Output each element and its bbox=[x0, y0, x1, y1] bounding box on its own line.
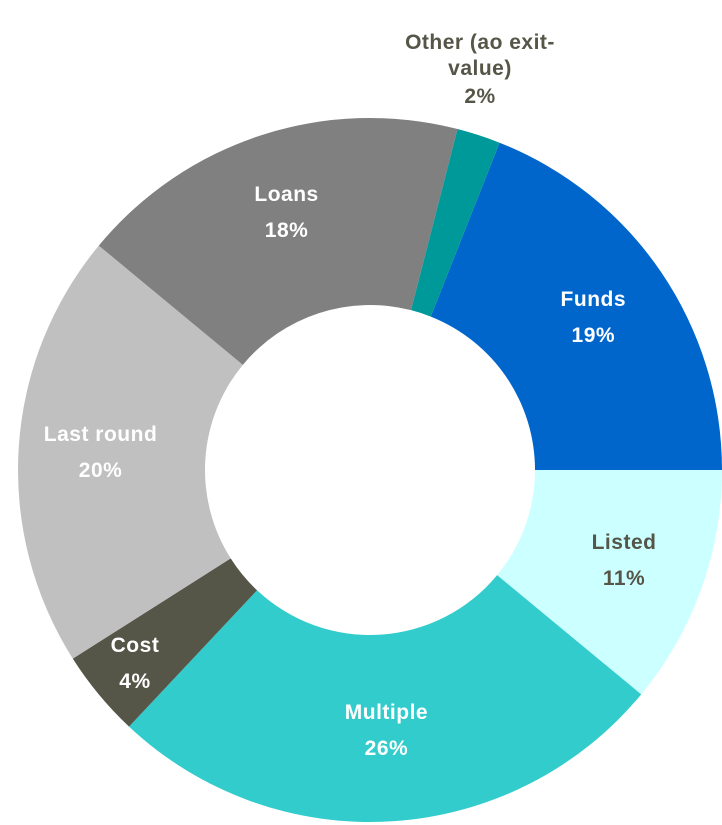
value-label: 26% bbox=[364, 737, 409, 761]
category-label: Cost bbox=[110, 634, 160, 658]
category-label: Last round bbox=[43, 423, 158, 447]
category-label: Funds bbox=[560, 288, 627, 312]
value-label: 2% bbox=[464, 85, 496, 108]
value-label: 19% bbox=[571, 324, 616, 348]
slice-label: Listed 11% bbox=[529, 530, 719, 592]
slice-label: Last round 20% bbox=[6, 422, 196, 484]
slice-label: Other (ao exit-value) 2% bbox=[390, 30, 570, 110]
category-label: Listed bbox=[591, 531, 657, 555]
value-label: 18% bbox=[264, 219, 309, 243]
category-label: Other (ao exit-value) bbox=[405, 31, 555, 80]
slice-label: Funds 19% bbox=[498, 287, 688, 349]
donut-slice bbox=[129, 575, 642, 823]
category-label: Multiple bbox=[344, 701, 429, 725]
donut-slice bbox=[72, 558, 258, 727]
donut-slice bbox=[17, 245, 243, 659]
donut-slice bbox=[411, 129, 500, 317]
slice-label: Loans 18% bbox=[192, 182, 382, 244]
donut-slice bbox=[430, 142, 722, 470]
donut-slice bbox=[98, 118, 458, 365]
slice-label: Multiple 26% bbox=[291, 700, 481, 762]
donut-slice bbox=[497, 470, 722, 695]
value-label: 4% bbox=[119, 670, 151, 694]
category-label: Loans bbox=[254, 183, 319, 207]
value-label: 11% bbox=[602, 567, 646, 591]
value-label: 20% bbox=[78, 459, 123, 483]
slice-label: Cost 4% bbox=[40, 633, 230, 695]
